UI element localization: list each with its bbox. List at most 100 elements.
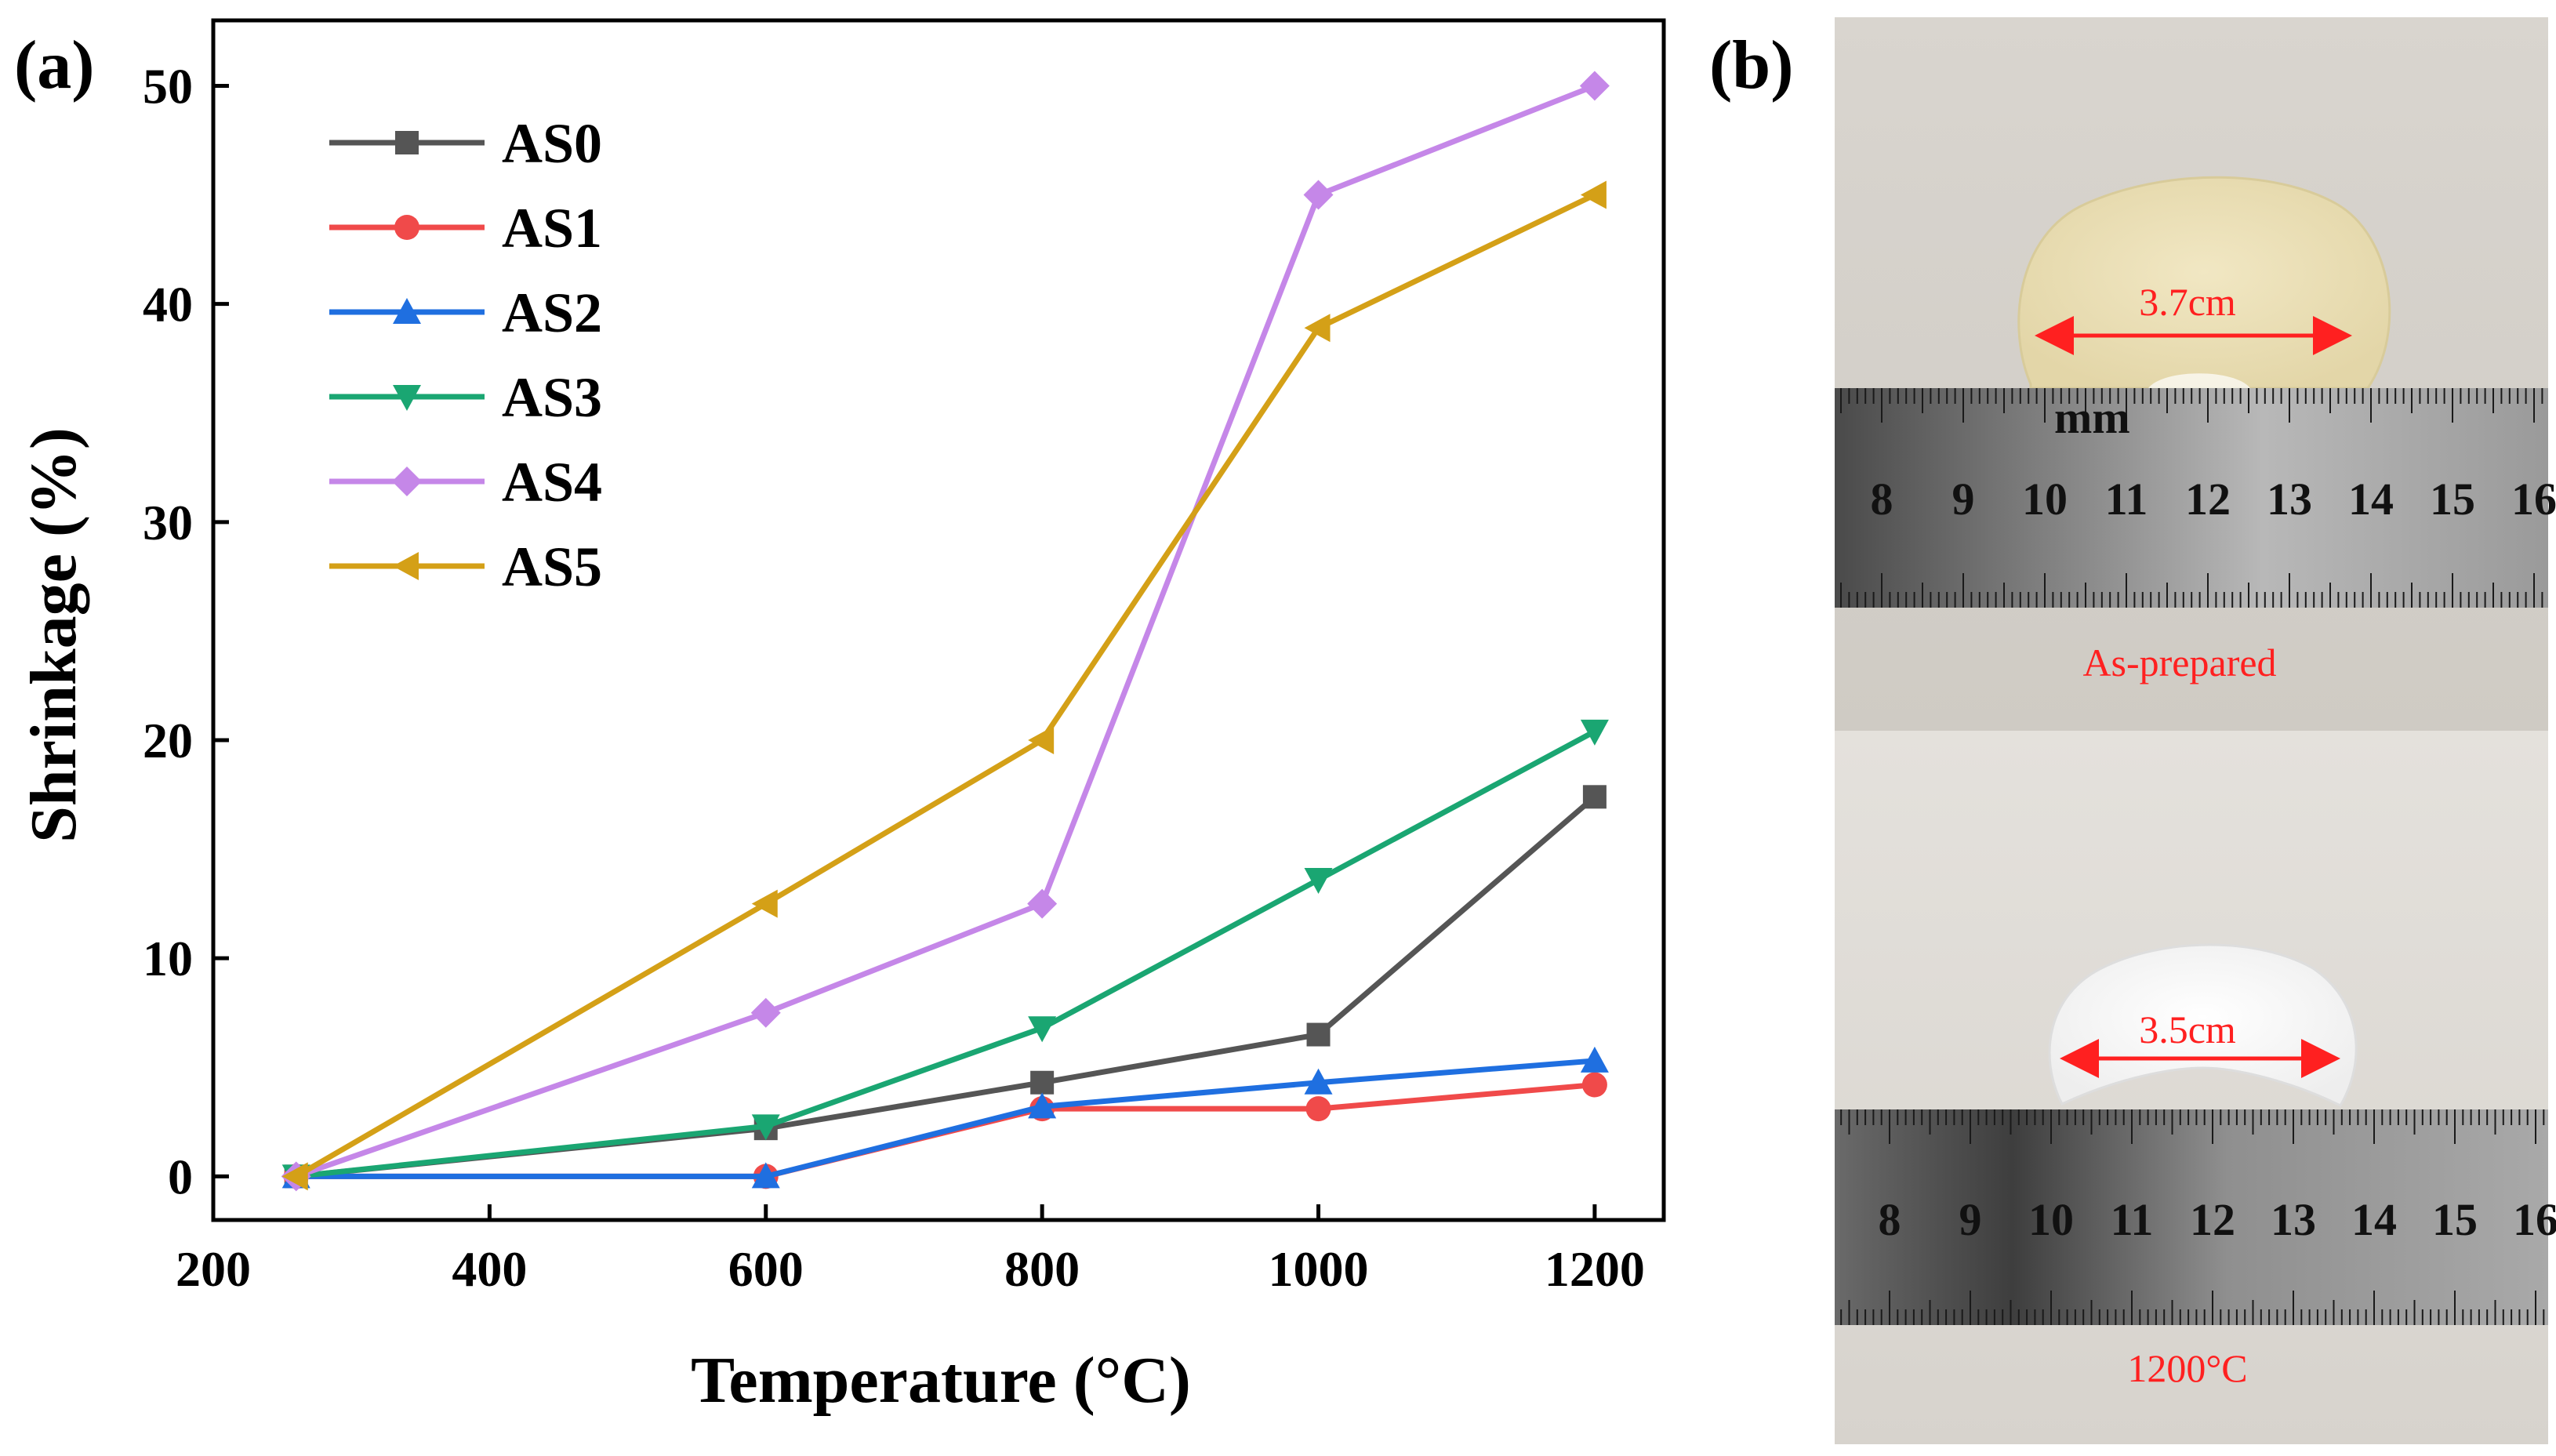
ruler-top-unit: mm [2054, 392, 2130, 443]
photo-bottom-background [1835, 731, 2548, 1444]
x-tick-label: 1000 [1269, 1241, 1369, 1297]
ruler-bottom [1835, 1109, 2548, 1325]
ruler-bottom-number: 14 [2351, 1194, 2397, 1245]
x-tick-label: 600 [728, 1241, 804, 1297]
ruler-bottom-ticks: 8 9 10 11 12 13 14 15 16 [1840, 1109, 2556, 1325]
data-point-as4 [1579, 71, 1610, 101]
y-axis-ticks: 0 10 20 30 40 50 [143, 58, 229, 1204]
series-as0 [284, 785, 1607, 1189]
legend-item-as5: AS5 [329, 536, 602, 598]
data-point-as2 [1304, 1068, 1333, 1095]
data-point-as2 [1028, 1092, 1057, 1119]
legend-item-as4: AS4 [329, 451, 602, 514]
data-point-as0 [1582, 785, 1607, 809]
ruler-top-number: 9 [1952, 474, 1975, 525]
legend-label: AS1 [502, 197, 602, 260]
series-group [281, 71, 1610, 1192]
legend-item-as1: AS1 [329, 197, 602, 260]
data-point-as3 [1580, 719, 1609, 746]
ruler-top [1835, 388, 2548, 608]
legend-marker [394, 215, 419, 240]
y-tick-label: 40 [143, 277, 193, 332]
x-axis-title: Temperature (°C) [691, 1344, 1191, 1417]
x-tick-label: 800 [1004, 1241, 1080, 1297]
legend-item-as3: AS3 [329, 366, 602, 429]
x-tick-label: 200 [176, 1241, 251, 1297]
ruler-top-number: 11 [2105, 474, 2148, 525]
legend-item-as0: AS0 [329, 112, 602, 175]
data-point-as0 [1306, 1022, 1331, 1047]
photo-panel: 3.7cm 8 9 10 11 12 13 14 15 16 mm As-prepared 3.… [1835, 17, 2556, 1444]
legend-label: AS4 [502, 451, 602, 514]
x-tick-label: 400 [452, 1241, 527, 1297]
legend-marker [393, 385, 421, 411]
ruler-top-number: 14 [2348, 474, 2394, 525]
data-point-as3 [1304, 868, 1333, 895]
x-tick-label: 1200 [1545, 1241, 1645, 1297]
y-tick-label: 30 [143, 495, 193, 550]
legend-marker [395, 131, 419, 154]
data-point-as3 [1028, 1016, 1057, 1043]
y-tick-label: 20 [143, 713, 193, 768]
data-point-as5 [1304, 314, 1331, 343]
caption-1200c: 1200°C [2127, 1346, 2247, 1390]
measurement-label-bottom: 3.5cm [2139, 1008, 2236, 1051]
legend-marker [393, 552, 419, 580]
panel-b-label: (b) [1709, 27, 1794, 103]
caption-as-prepared: As-prepared [2082, 641, 2276, 684]
legend-marker [393, 298, 421, 324]
x-axis-ticks: 200 400 600 800 1000 1200 [176, 1204, 1645, 1297]
ruler-top-number: 8 [1871, 474, 1893, 525]
series-line-as4 [295, 83, 1596, 1179]
ruler-bottom-number: 12 [2190, 1194, 2235, 1245]
data-point-as3 [751, 1114, 780, 1141]
series-line-as0 [296, 794, 1597, 1179]
data-point-as5 [281, 1162, 308, 1191]
data-point-as1 [1581, 1072, 1607, 1098]
data-point-as2 [751, 1162, 780, 1189]
measurement-label-top: 3.7cm [2139, 280, 2236, 324]
ruler-bottom-number: 16 [2513, 1194, 2556, 1245]
legend: AS0 AS1 AS2 AS3 AS4 AS5 [329, 112, 602, 598]
sample-as-prepared-highlight [2148, 373, 2250, 388]
series-as3 [281, 719, 1609, 1191]
ruler-top-number: 16 [2511, 474, 2556, 525]
ruler-top-number: 15 [2430, 474, 2475, 525]
series-as5 [281, 180, 1607, 1191]
ruler-top-ticks: 8 9 10 11 12 13 14 15 16 [1840, 388, 2556, 608]
data-point-as1 [1305, 1096, 1331, 1122]
y-tick-label: 50 [143, 58, 193, 114]
ruler-bottom-number: 11 [2111, 1194, 2154, 1245]
data-point-as4 [750, 997, 781, 1028]
panel-a-label: (a) [14, 27, 95, 103]
series-line-as5 [294, 192, 1596, 1179]
legend-label: AS0 [502, 112, 602, 175]
data-point-as5 [1580, 180, 1607, 209]
ruler-bottom-number: 10 [2028, 1194, 2074, 1245]
plot-border [211, 18, 1666, 1222]
data-point-as2 [1580, 1046, 1609, 1073]
ruler-bottom-number: 15 [2432, 1194, 2478, 1245]
ruler-top-number: 10 [2022, 474, 2068, 525]
legend-label: AS3 [502, 366, 602, 429]
legend-item-as2: AS2 [329, 281, 602, 344]
plot-frame [211, 18, 1666, 1222]
y-tick-label: 0 [168, 1149, 193, 1204]
data-point-as4 [1303, 180, 1334, 210]
ruler-top-number: 13 [2267, 474, 2312, 525]
legend-label: AS5 [502, 536, 602, 598]
legend-label: AS2 [502, 281, 602, 344]
y-axis-title: Shrinkage (%) [17, 427, 90, 843]
ruler-bottom-number: 8 [1879, 1194, 1901, 1245]
series-as4 [281, 71, 1610, 1192]
ruler-top-number: 12 [2185, 474, 2231, 525]
ruler-bottom-number: 13 [2271, 1194, 2316, 1245]
data-point-as4 [1027, 888, 1058, 919]
y-tick-label: 10 [143, 931, 193, 986]
legend-marker [392, 467, 422, 496]
ruler-bottom-number: 9 [1959, 1194, 1982, 1245]
data-point-as0 [1030, 1070, 1055, 1095]
data-point-as5 [751, 889, 778, 918]
data-point-as5 [1028, 726, 1055, 754]
